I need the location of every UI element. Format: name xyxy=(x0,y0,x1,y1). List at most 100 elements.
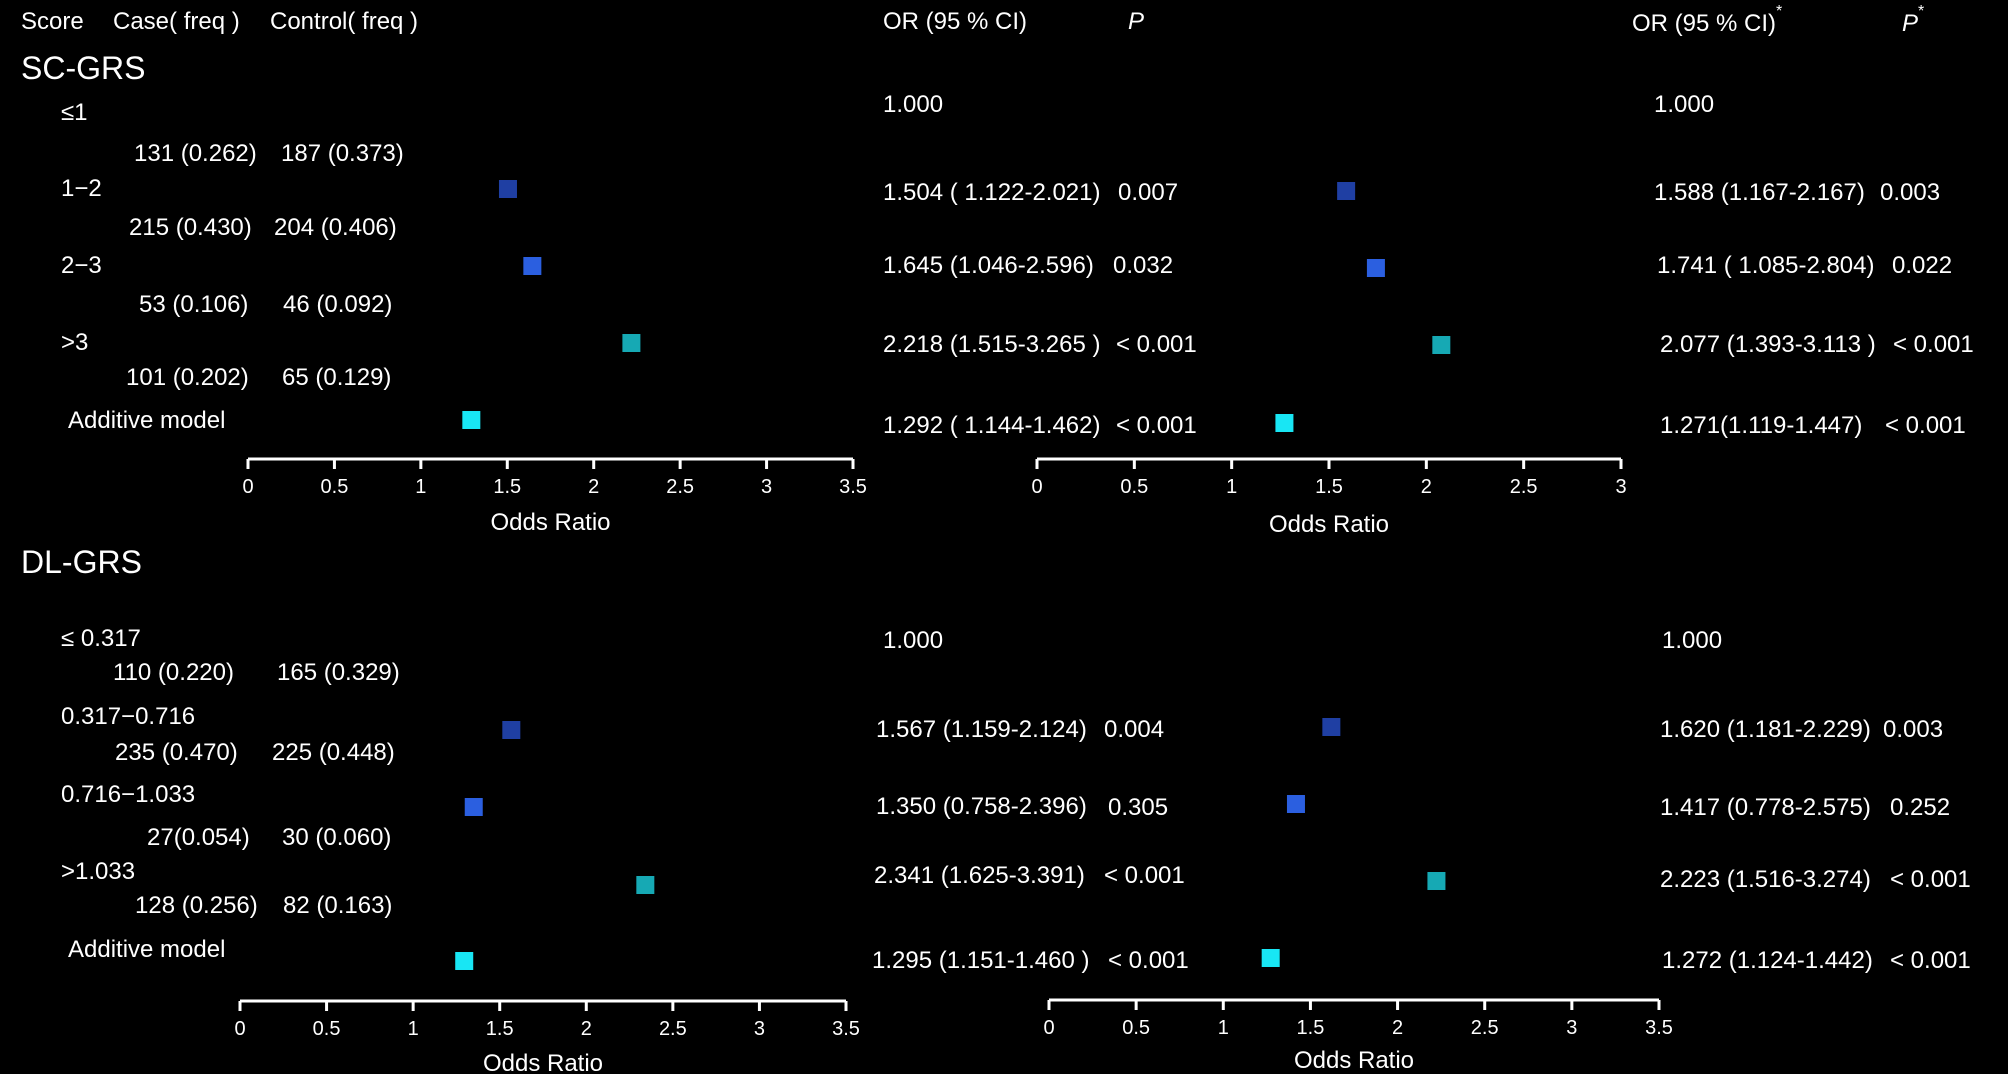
row-or-ci-adjusted: 2.223 (1.516-3.274) xyxy=(1660,866,1871,893)
row-or-ci: 1.350 (0.758-2.396) xyxy=(876,793,1087,820)
row-or-ci-adjusted: 1.741 ( 1.085-2.804) xyxy=(1657,252,1875,279)
header-or-ci-adjusted: OR (95 % CI)* xyxy=(1632,3,1783,37)
dl-adjusted-tick-label: 0.5 xyxy=(1122,1017,1150,1039)
row-or-ci-adjusted: 1.417 (0.778-2.575) xyxy=(1660,794,1871,821)
row-or-ci-adjusted: 1.620 (1.181-2.229) xyxy=(1660,716,1871,743)
sc-adjusted-tick-label: 1.5 xyxy=(1315,476,1343,498)
row-p-adjusted: 0.022 xyxy=(1892,252,1953,279)
row-p: < 0.001 xyxy=(1104,862,1185,889)
dl-adjusted-tick-label: 0 xyxy=(1043,1017,1054,1039)
sc-crude-tick-label: 1.5 xyxy=(493,476,521,498)
header-or-ci: OR (95 % CI) xyxy=(883,8,1028,35)
sc-adjusted-or-marker xyxy=(1337,182,1356,200)
dl-crude-or-marker xyxy=(455,952,474,970)
sc-crude-tick-label: 0.5 xyxy=(321,476,349,498)
sc-crude-tick-label: 3.5 xyxy=(839,476,867,498)
row-control: 204 (0.406) xyxy=(274,214,397,241)
row-case: 235 (0.470) xyxy=(115,739,238,766)
adjusted-marker: * xyxy=(1918,3,1925,20)
sc-adjusted-or-marker xyxy=(1275,414,1294,432)
dl-crude-or-marker xyxy=(636,876,655,894)
row-label: >3 xyxy=(61,329,89,356)
row-p: < 0.001 xyxy=(1116,331,1197,358)
sc-crude-tick-label: 3 xyxy=(761,476,772,498)
row-p: 0.032 xyxy=(1113,252,1174,279)
sc-crude-or-marker xyxy=(523,257,542,275)
row-p: < 0.001 xyxy=(1116,412,1197,439)
row-case: 131 (0.262) xyxy=(134,140,257,167)
dl-adjusted-tick-label: 3 xyxy=(1566,1017,1577,1039)
header-control: Control( freq ) xyxy=(270,8,419,35)
row-or-ci-adjusted: 1.000 xyxy=(1654,91,1715,118)
sc-crude-tick-label: 2.5 xyxy=(666,476,694,498)
row-or-ci-adjusted: 1.272 (1.124-1.442) xyxy=(1662,947,1873,974)
dl-crude-tick-label: 0.5 xyxy=(313,1018,341,1040)
row-control: 46 (0.092) xyxy=(283,291,393,318)
row-control: 225 (0.448) xyxy=(272,739,395,766)
row-control: 165 (0.329) xyxy=(277,659,400,686)
row-label: 1−2 xyxy=(61,175,102,202)
sc-adjusted-tick-label: 1 xyxy=(1226,476,1237,498)
sc-crude-tick-label: 2 xyxy=(588,476,599,498)
row-or-ci-adjusted: 1.000 xyxy=(1662,627,1723,654)
row-or-ci-adjusted: 1.271(1.119-1.447) xyxy=(1660,412,1863,439)
dl-adjusted-or-marker xyxy=(1322,718,1341,736)
sc-crude-or-marker xyxy=(622,334,641,352)
row-label: 0.317−0.716 xyxy=(61,703,196,730)
row-label: Additive model xyxy=(68,936,226,963)
row-case: 101 (0.202) xyxy=(126,364,249,391)
header-p: P xyxy=(1128,8,1145,35)
section-title-dl-grs: DL-GRS xyxy=(21,544,142,580)
adjusted-marker: * xyxy=(1776,3,1783,20)
row-p: 0.007 xyxy=(1118,179,1179,206)
row-or-ci: 1.000 xyxy=(883,627,944,654)
row-case: 128 (0.256) xyxy=(135,892,258,919)
row-p-adjusted: < 0.001 xyxy=(1890,947,1971,974)
row-or-ci-adjusted: 2.077 (1.393-3.113 ) xyxy=(1660,331,1876,358)
row-or-ci: 1.567 (1.159-2.124) xyxy=(876,716,1087,743)
sc-adjusted-tick-label: 3 xyxy=(1615,476,1626,498)
sc-adjusted-tick-label: 0 xyxy=(1031,476,1042,498)
row-label: >1.033 xyxy=(61,858,136,885)
sc-adjusted-tick-label: 2 xyxy=(1421,476,1432,498)
sc-adjusted-tick-label: 0.5 xyxy=(1120,476,1148,498)
sc-adjusted-axis-label: Odds Ratio xyxy=(1269,511,1389,538)
dl-adjusted-or-marker xyxy=(1286,795,1305,813)
row-label: 2−3 xyxy=(61,252,102,279)
header-case: Case( freq ) xyxy=(113,8,240,35)
row-or-ci-adjusted: 1.588 (1.167-2.167) xyxy=(1654,179,1865,206)
row-control: 65 (0.129) xyxy=(282,364,392,391)
row-p-adjusted: < 0.001 xyxy=(1885,412,1966,439)
row-label: Additive model xyxy=(68,407,226,434)
row-p-adjusted: < 0.001 xyxy=(1893,331,1974,358)
row-case: 110 (0.220) xyxy=(113,659,234,686)
sc-adjusted-or-marker xyxy=(1432,336,1451,354)
sc-adjusted-tick-label: 2.5 xyxy=(1510,476,1538,498)
row-or-ci: 1.504 ( 1.122-2.021) xyxy=(883,179,1101,206)
dl-crude-tick-label: 0 xyxy=(234,1018,245,1040)
dl-crude-tick-label: 1 xyxy=(408,1018,419,1040)
row-or-ci: 1.000 xyxy=(883,91,944,118)
row-label: ≤1 xyxy=(61,99,88,126)
row-control: 82 (0.163) xyxy=(283,892,393,919)
row-label: ≤ 0.317 xyxy=(61,625,141,652)
row-case: 53 (0.106) xyxy=(139,291,249,318)
dl-crude-or-marker xyxy=(502,721,521,739)
sc-crude-tick-label: 1 xyxy=(415,476,426,498)
row-p: 0.004 xyxy=(1104,716,1165,743)
dl-adjusted-or-marker xyxy=(1427,872,1446,890)
dl-crude-tick-label: 3.5 xyxy=(832,1018,860,1040)
section-title-sc-grs: SC-GRS xyxy=(21,50,146,86)
row-control: 187 (0.373) xyxy=(281,140,404,167)
row-p-adjusted: 0.003 xyxy=(1883,716,1944,743)
dl-adjusted-axis-label: Odds Ratio xyxy=(1294,1047,1414,1074)
dl-adjusted-tick-label: 2 xyxy=(1392,1017,1403,1039)
dl-adjusted-tick-label: 1 xyxy=(1218,1017,1229,1039)
row-label: 0.716−1.033 xyxy=(61,781,196,808)
dl-crude-tick-label: 2 xyxy=(581,1018,592,1040)
row-p: 0.305 xyxy=(1108,794,1169,821)
dl-adjusted-or-marker xyxy=(1261,949,1280,967)
sc-crude-tick-label: 0 xyxy=(242,476,253,498)
row-or-ci: 2.218 (1.515-3.265 ) xyxy=(883,331,1101,358)
